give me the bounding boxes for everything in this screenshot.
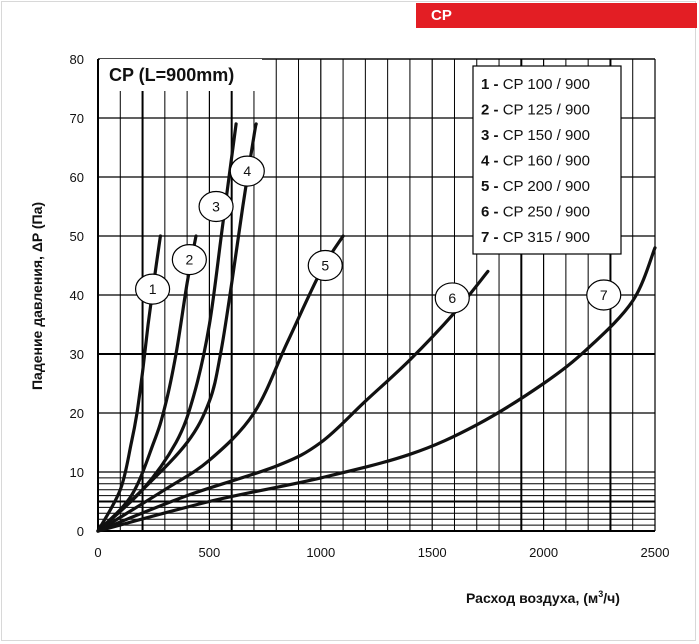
y-axis-label: Падение давления, ΔP (Па) bbox=[29, 202, 45, 390]
chart-title: CP (L=900mm) bbox=[109, 65, 234, 85]
legend-model-5: CP 200 / 900 bbox=[503, 178, 590, 195]
x-axis-label-sup: 3 bbox=[598, 589, 603, 599]
legend-box bbox=[472, 65, 622, 255]
y-tick-50: 50 bbox=[70, 229, 84, 244]
legend-model-1: CP 100 / 900 bbox=[503, 76, 590, 93]
series-line-4 bbox=[96, 122, 258, 533]
curve-label-circle-5 bbox=[307, 249, 343, 282]
x-axis-label-end: /ч) bbox=[603, 590, 620, 606]
legend-entry-3: 3 - CP 150 / 900 bbox=[481, 127, 590, 144]
title-box bbox=[100, 59, 262, 91]
y-tick-80: 80 bbox=[70, 52, 84, 67]
legend-model-4: CP 160 / 900 bbox=[503, 153, 590, 170]
legend-entry-1: 1 - CP 100 / 900 bbox=[481, 76, 590, 93]
x-tick-1000: 1000 bbox=[306, 545, 335, 560]
curve-label-3: 3 bbox=[212, 199, 220, 215]
curve-label-5: 5 bbox=[321, 258, 329, 274]
y-tick-40: 40 bbox=[70, 288, 84, 303]
legend-number-6: 6 - bbox=[481, 204, 503, 221]
y-tick-labels: 0 10 20 30 40 50 60 70 80 bbox=[70, 52, 84, 539]
curve-label-4: 4 bbox=[243, 163, 251, 179]
series-line-6 bbox=[96, 269, 490, 533]
x-tick-2000: 2000 bbox=[529, 545, 558, 560]
curve-label-circle-3 bbox=[198, 190, 234, 223]
curve-label-circle-4 bbox=[229, 155, 265, 187]
x-tick-2500: 2500 bbox=[641, 545, 670, 560]
series-lines bbox=[96, 122, 657, 533]
curve-label-7: 7 bbox=[600, 287, 608, 303]
legend-model-6: CP 250 / 900 bbox=[503, 204, 590, 221]
legend-number-1: 1 - bbox=[481, 76, 503, 93]
x-axis-label-main: Расход воздуха, (м bbox=[466, 590, 598, 606]
legend-number-4: 4 - bbox=[481, 153, 503, 170]
x-tick-labels: 0 500 1000 1500 2000 2500 bbox=[94, 545, 669, 560]
curve-label-circle-6 bbox=[434, 282, 470, 314]
product-badge: CP bbox=[416, 3, 697, 28]
y-tick-60: 60 bbox=[70, 170, 84, 185]
x-tick-500: 500 bbox=[199, 545, 221, 560]
x-axis-label: Расход воздуха, (м3/ч) bbox=[466, 589, 620, 606]
y-tick-10: 10 bbox=[70, 465, 84, 480]
legend-model-3: CP 150 / 900 bbox=[503, 127, 590, 144]
legend-model-2: CP 125 / 900 bbox=[503, 102, 590, 119]
legend-number-3: 3 - bbox=[481, 127, 503, 144]
y-tick-70: 70 bbox=[70, 111, 84, 126]
series-line-3 bbox=[96, 122, 238, 533]
y-tick-0: 0 bbox=[77, 524, 84, 539]
legend-entry-5: 5 - CP 200 / 900 bbox=[481, 178, 590, 195]
legend-entry-2: 2 - CP 125 / 900 bbox=[481, 102, 590, 119]
series-line-7 bbox=[96, 246, 657, 533]
curve-label-circle-7 bbox=[586, 279, 622, 311]
legend-model-7: CP 315 / 900 bbox=[503, 229, 590, 246]
legend-number-5: 5 - bbox=[481, 178, 503, 195]
curve-labels: 1 2 3 4 5 6 7 bbox=[134, 155, 622, 314]
legend-entry-6: 6 - CP 250 / 900 bbox=[481, 204, 590, 221]
curve-label-1: 1 bbox=[149, 281, 157, 297]
curve-label-circle-2 bbox=[171, 244, 207, 276]
y-tick-30: 30 bbox=[70, 347, 84, 362]
y-tick-20: 20 bbox=[70, 406, 84, 421]
curve-label-6: 6 bbox=[448, 290, 456, 306]
curve-label-circle-1 bbox=[134, 273, 171, 305]
x-tick-0: 0 bbox=[94, 545, 101, 560]
series-line-2 bbox=[96, 234, 198, 533]
curve-label-2: 2 bbox=[185, 252, 193, 268]
x-tick-1500: 1500 bbox=[418, 545, 447, 560]
legend-number-7: 7 - bbox=[481, 229, 503, 246]
legend-entry-4: 4 - CP 160 / 900 bbox=[481, 153, 590, 170]
legend-number-2: 2 - bbox=[481, 102, 503, 119]
legend-entry-7: 7 - CP 315 / 900 bbox=[481, 229, 590, 246]
